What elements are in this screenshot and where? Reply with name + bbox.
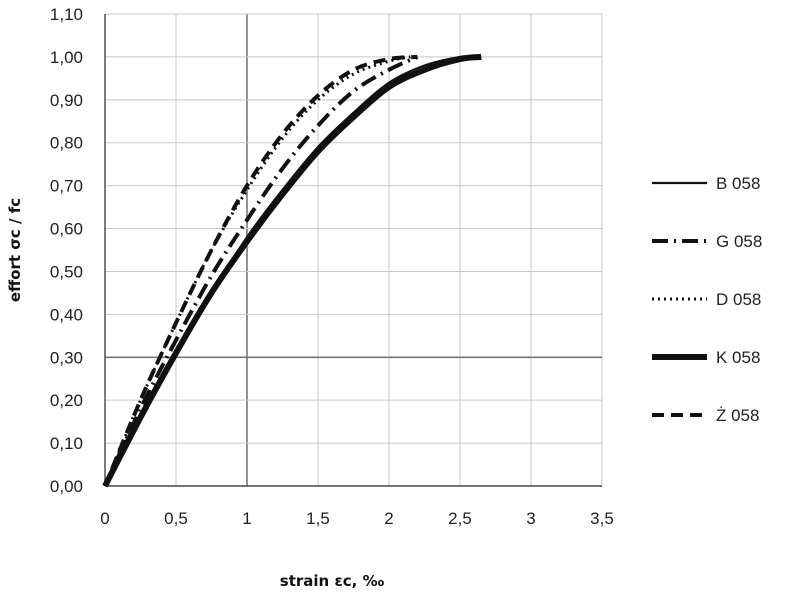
series-line-ż-058 [103,54,418,487]
legend-label-k-058: K 058 [716,348,760,367]
legend-label-b-058: B 058 [716,174,760,193]
y-tick-label: 0,10 [50,434,83,453]
y-tick-label: 1,10 [50,5,83,24]
y-tick-label: 0,00 [50,477,83,496]
x-tick-label: 1,5 [306,509,330,528]
series-line-g-058 [103,55,419,487]
x-tick-label: 2,5 [448,509,472,528]
plot-frame [104,14,602,487]
x-tick-label: 2 [384,509,393,528]
legend-label-d-058: D 058 [716,290,761,309]
x-tick-label: 1 [242,509,251,528]
y-tick-label: 0,30 [50,348,83,367]
legend-label-g-058: G 058 [716,232,762,251]
y-tick-label: 1,00 [50,48,83,67]
series-layer [102,53,482,488]
y-tick-label: 0,70 [50,177,83,196]
y-tick-label: 0,50 [50,262,83,281]
y-tick-label: 0,40 [50,305,83,324]
series-line-k-058 [102,53,482,488]
y-tick-labels: 0,00 0,10 0,20 0,30 0,40 0,50 0,60 0,70 0,80 0,90… [50,5,83,496]
x-tick-label: 3,5 [590,509,614,528]
x-axis-title: strain εc, ‰ [280,572,385,590]
y-tick-label: 0,90 [50,91,83,110]
y-tick-label: 0,80 [50,134,83,153]
x-tick-label: 0,5 [164,509,188,528]
legend-label-ż-058: Ż 058 [716,406,759,425]
y-axis-title: effort σc / fc [6,198,24,302]
x-tick-label: 3 [526,509,535,528]
x-tick-label: 0 [100,509,109,528]
grid [104,13,603,487]
y-tick-label: 0,20 [50,391,83,410]
y-tick-label: 0,60 [50,220,83,239]
x-tick-labels: 0 0,5 1 1,5 2 2,5 3 3,5 [100,509,614,528]
legend: B 058 G 058 D 058 K 058 Ż 058 [652,174,762,425]
